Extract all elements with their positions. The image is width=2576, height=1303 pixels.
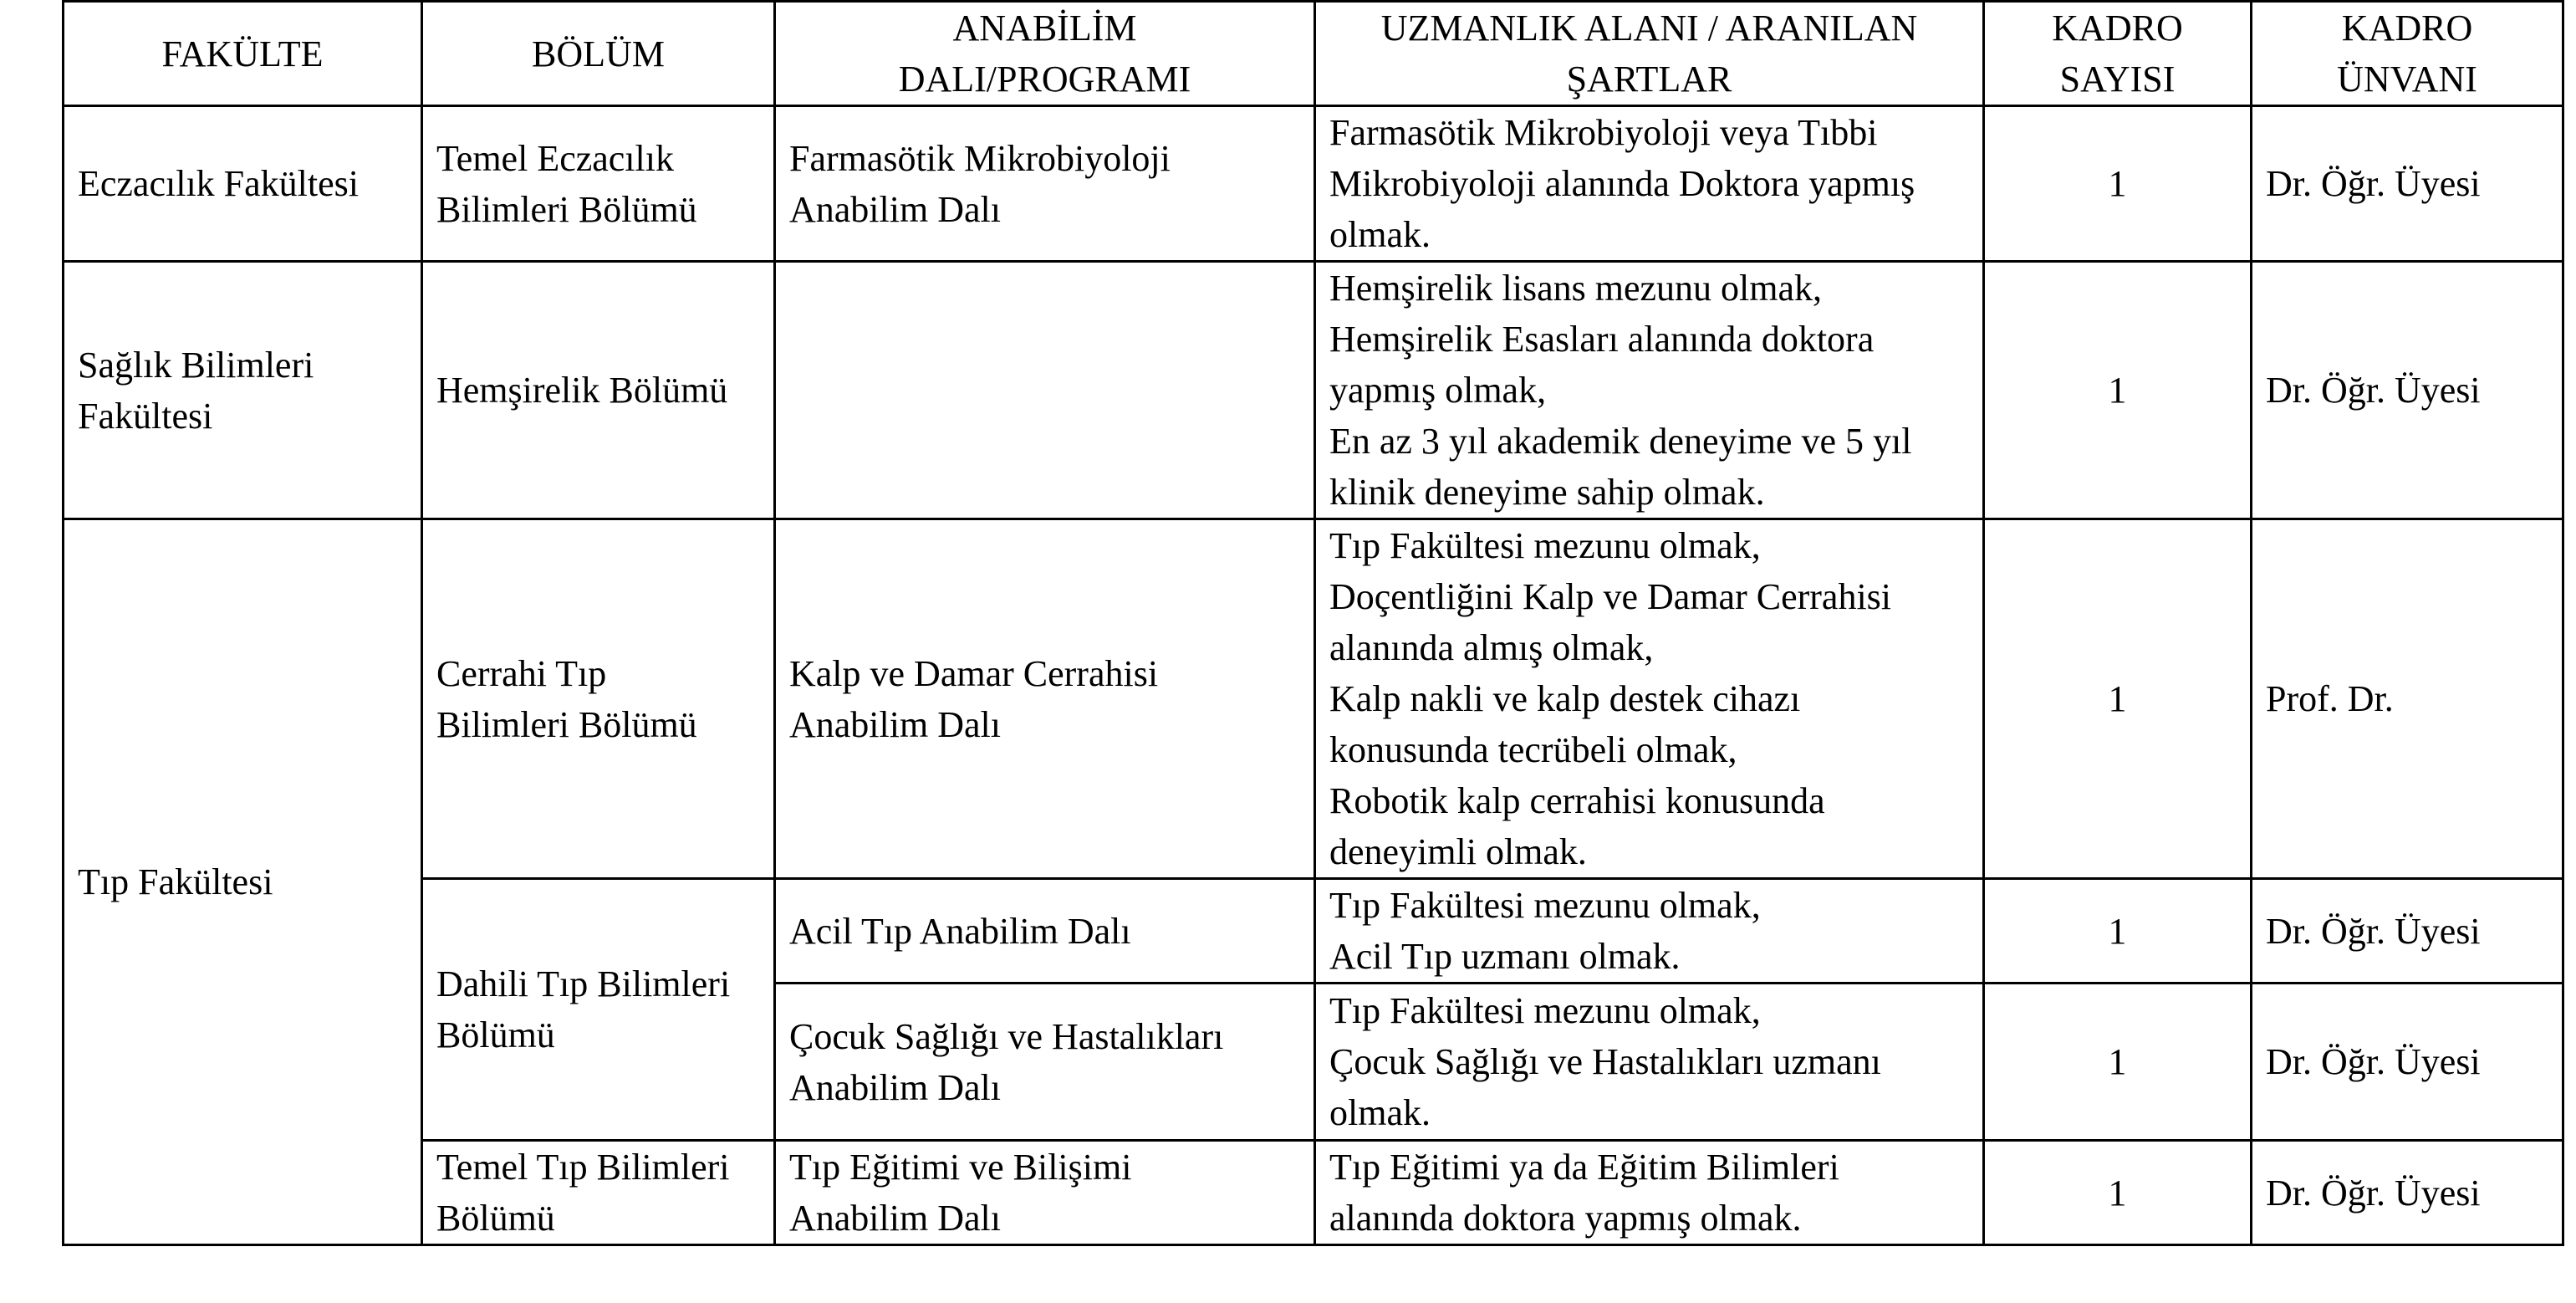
text-line: Anabilim Dalı xyxy=(789,703,1001,745)
cell-anabilim: Kalp ve Damar Cerrahisi Anabilim Dalı xyxy=(773,518,1316,880)
cell-kadro-unvani: Dr. Öğr. Üyesi xyxy=(2250,105,2564,263)
text-line: Temel Eczacılık xyxy=(436,137,674,179)
cell-sartlar: Tıp Eğitimi ya da Eğitim Bilimleri alanın… xyxy=(1314,1139,1985,1246)
text-line: Tıp Eğitimi ya da Eğitim Bilimleri xyxy=(1329,1147,1839,1188)
text-line: Acil Tıp uzmanı olmak. xyxy=(1329,936,1681,977)
cell-kadro-sayisi: 1 xyxy=(1982,260,2252,520)
text-line: olmak. xyxy=(1329,1092,1431,1133)
text-line: Bilimleri Bölümü xyxy=(436,703,697,745)
text-line: Tıp Eğitimi ve Bilişimi xyxy=(789,1147,1132,1188)
text-line: En az 3 yıl akademik deneyime ve 5 yıl xyxy=(1329,421,1912,462)
text-line: Kalp ve Damar Cerrahisi xyxy=(789,652,1159,694)
text-line: Fakültesi xyxy=(78,395,213,437)
text-line: Çocuk Sağlığı ve Hastalıkları xyxy=(789,1015,1224,1057)
text-line: klinik deneyime sahip olmak. xyxy=(1329,472,1765,513)
text-line: konusunda tecrübeli olmak, xyxy=(1329,729,1737,770)
cell-kadro-unvani: Dr. Öğr. Üyesi xyxy=(2250,982,2564,1142)
text-line: olmak. xyxy=(1329,214,1431,255)
text-line: Bölümü xyxy=(436,1198,555,1239)
text-line: Bölümü xyxy=(436,1014,555,1055)
table-row: Eczacılık Fakültesi Temel Eczacılık Bilim… xyxy=(62,105,2564,263)
text-line: Dahili Tıp Bilimleri xyxy=(436,963,731,1004)
table-row: Çocuk Sağlığı ve Hastalıkları Anabilim Da… xyxy=(64,982,2564,1142)
text-line: Doçentliğini Kalp ve Damar Cerrahisi xyxy=(1329,576,1892,617)
text-line: Eczacılık Fakültesi xyxy=(78,163,359,204)
text-line: ŞARTLAR xyxy=(1566,59,1732,100)
cell-kadro-unvani: Dr. Öğr. Üyesi xyxy=(2250,1139,2564,1246)
cell-bolum: Dahili Tıp Bilimleri Bölümü xyxy=(421,877,776,1142)
cell-kadro-unvani: Dr. Öğr. Üyesi xyxy=(2250,260,2564,520)
text-line: SAYISI xyxy=(2059,59,2176,100)
text-line: KADRO xyxy=(2052,8,2183,49)
cell-fakulte: Sağlık Bilimleri Fakültesi xyxy=(62,260,423,520)
cell-anabilim: Tıp Eğitimi ve Bilişimi Anabilim Dalı xyxy=(773,1139,1316,1246)
cell-kadro-sayisi: 1 xyxy=(1982,105,2252,263)
header-kadro-unvani: KADRO ÜNVANI xyxy=(2250,0,2564,107)
cell-anabilim: Farmasötik Mikrobiyoloji Anabilim Dalı xyxy=(773,105,1316,263)
table-row: Sağlık Bilimleri Fakültesi Hemşirelik Böl… xyxy=(62,260,2564,520)
cell-bolum: Cerrahi Tıp Bilimleri Bölümü xyxy=(421,518,776,880)
text-line: Tıp Fakültesi mezunu olmak, xyxy=(1329,525,1761,566)
cell-kadro-sayisi: 1 xyxy=(1982,877,2252,984)
text-line: Çocuk Sağlığı ve Hastalıkları uzmanı xyxy=(1329,1041,1881,1082)
text-line: yapmış olmak, xyxy=(1329,370,1547,411)
text-line: Kalp nakli ve kalp destek cihazı xyxy=(1329,678,1801,719)
cell-sartlar: Tıp Fakültesi mezunu olmak, Acil Tıp uzma… xyxy=(1314,877,1985,984)
text-line: UZMANLIK ALANI / ARANILAN xyxy=(1380,8,1918,49)
text-line: Mikrobiyoloji alanında Doktora yapmış xyxy=(1329,163,1915,204)
cell-anabilim: Çocuk Sağlığı ve Hastalıkları Anabilim Da… xyxy=(773,982,1316,1142)
cell-sartlar: Farmasötik Mikrobiyoloji veya Tıbbi Mikro… xyxy=(1314,105,1985,263)
text-line: Anabilim Dalı xyxy=(789,188,1001,230)
table-row: Tıp Fakültesi Cerrahi Tıp Bilimleri Bölüm… xyxy=(62,518,2564,1246)
text-line: Hemşirelik Esasları alanında doktora xyxy=(1329,319,1875,360)
table-row: Dahili Tıp Bilimleri Bölümü Acil Tıp Anab… xyxy=(64,877,2564,1142)
cell-kadro-unvani: Prof. Dr. xyxy=(2250,518,2564,880)
text-line: Anabilim Dalı xyxy=(789,1066,1001,1108)
text-line: KADRO xyxy=(2341,8,2473,49)
text-line: Robotik kalp cerrahisi konusunda xyxy=(1329,780,1825,821)
text-line: Cerrahi Tıp xyxy=(436,652,607,694)
cell-kadro-sayisi: 1 xyxy=(1982,1139,2252,1246)
header-kadro-sayisi: KADRO SAYISI xyxy=(1982,0,2252,107)
text-line: alanında doktora yapmış olmak. xyxy=(1329,1198,1802,1239)
cell-bolum: Temel Tıp Bilimleri Bölümü xyxy=(421,1139,776,1246)
text-line: ÜNVANI xyxy=(2337,59,2477,100)
text-line: Tıp Fakültesi mezunu olmak, xyxy=(1329,990,1761,1031)
cell-bolum: Hemşirelik Bölümü xyxy=(421,260,776,520)
text-line: Sağlık Bilimleri xyxy=(78,344,314,386)
header-anabilim: ANABİLİM DALI/PROGRAMI xyxy=(773,0,1316,107)
kadro-table: FAKÜLTE BÖLÜM ANABİLİM DALI/PROGRAMI UZMA… xyxy=(62,0,2564,1246)
header-fakulte: FAKÜLTE xyxy=(62,0,423,107)
text-line: Anabilim Dalı xyxy=(789,1198,1001,1239)
header-row: FAKÜLTE BÖLÜM ANABİLİM DALI/PROGRAMI UZMA… xyxy=(62,0,2564,107)
cell-anabilim xyxy=(773,260,1316,520)
text-line: Tıp Fakültesi xyxy=(78,861,273,902)
text-line: Tıp Fakültesi mezunu olmak, xyxy=(1329,885,1761,926)
cell-kadro-unvani: Dr. Öğr. Üyesi xyxy=(2250,877,2564,984)
text-line: alanında almış olmak, xyxy=(1329,627,1654,668)
cell-anabilim: Acil Tıp Anabilim Dalı xyxy=(773,877,1316,984)
cell-sartlar: Hemşirelik lisans mezunu olmak, Hemşireli… xyxy=(1314,260,1985,520)
cell-kadro-sayisi: 1 xyxy=(1982,982,2252,1142)
cell-sartlar: Tıp Fakültesi mezunu olmak, Çocuk Sağlığı… xyxy=(1314,982,1985,1142)
cell-kadro-sayisi: 1 xyxy=(1982,518,2252,880)
text-line: Farmasötik Mikrobiyoloji xyxy=(789,137,1171,179)
text-line: Bilimleri Bölümü xyxy=(436,188,697,230)
table-row: Temel Tıp Bilimleri Bölümü Tıp Eğitimi ve… xyxy=(64,1139,2564,1246)
text-line: Farmasötik Mikrobiyoloji veya Tıbbi xyxy=(1329,112,1878,153)
cell-sartlar: Tıp Fakültesi mezunu olmak, Doçentliğini … xyxy=(1314,518,1985,880)
cell-bolum: Temel Eczacılık Bilimleri Bölümü xyxy=(421,105,776,263)
text-line: Hemşirelik Bölümü xyxy=(436,370,728,411)
cell-fakulte: Tıp Fakültesi xyxy=(62,518,423,1246)
header-bolum: BÖLÜM xyxy=(421,0,776,107)
text-line: deneyimli olmak. xyxy=(1329,831,1587,872)
cell-fakulte: Eczacılık Fakültesi xyxy=(62,105,423,263)
text-line: DALI/PROGRAMI xyxy=(898,59,1191,100)
text-line: ANABİLİM xyxy=(952,8,1137,49)
text-line: Acil Tıp Anabilim Dalı xyxy=(789,910,1131,952)
header-uzmanlik: UZMANLIK ALANI / ARANILAN ŞARTLAR xyxy=(1314,0,1985,107)
text-line: Hemşirelik lisans mezunu olmak, xyxy=(1329,268,1822,309)
text-line: Temel Tıp Bilimleri xyxy=(436,1147,730,1188)
